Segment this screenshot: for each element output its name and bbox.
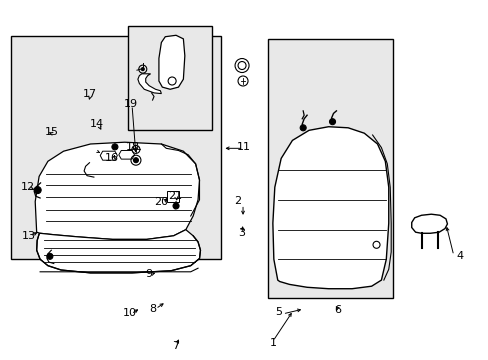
Text: 11: 11 — [236, 142, 250, 152]
Polygon shape — [138, 74, 161, 94]
Polygon shape — [100, 151, 117, 160]
Circle shape — [173, 203, 179, 209]
Text: 4: 4 — [455, 251, 462, 261]
Polygon shape — [37, 230, 200, 273]
Text: 2: 2 — [234, 196, 241, 206]
Text: 8: 8 — [149, 304, 156, 314]
Polygon shape — [35, 142, 199, 239]
Polygon shape — [272, 127, 388, 289]
Bar — [128, 26, 212, 130]
Text: 19: 19 — [123, 99, 137, 109]
Circle shape — [133, 158, 138, 163]
Circle shape — [34, 186, 41, 194]
Polygon shape — [119, 150, 134, 159]
Text: 7: 7 — [172, 341, 179, 351]
Text: 18: 18 — [126, 142, 140, 152]
Bar — [167, 191, 179, 202]
Text: 16: 16 — [104, 153, 118, 163]
Bar — [267, 39, 392, 298]
Bar — [11, 36, 221, 259]
Text: 20: 20 — [154, 197, 168, 207]
Text: 21: 21 — [168, 191, 182, 201]
Text: 6: 6 — [333, 305, 340, 315]
Text: 3: 3 — [238, 228, 245, 238]
Text: 14: 14 — [90, 119, 103, 129]
Text: 12: 12 — [21, 182, 35, 192]
Circle shape — [300, 125, 305, 131]
Text: 9: 9 — [145, 269, 152, 279]
Circle shape — [47, 253, 53, 259]
Text: 15: 15 — [44, 127, 58, 138]
Circle shape — [112, 144, 118, 150]
Circle shape — [141, 68, 144, 71]
Polygon shape — [159, 35, 184, 89]
Text: 17: 17 — [82, 89, 96, 99]
Circle shape — [329, 119, 335, 125]
Text: 13: 13 — [21, 231, 35, 241]
Polygon shape — [411, 214, 447, 233]
Text: 5: 5 — [275, 307, 282, 318]
Text: 1: 1 — [269, 338, 276, 348]
Text: 10: 10 — [122, 308, 136, 318]
